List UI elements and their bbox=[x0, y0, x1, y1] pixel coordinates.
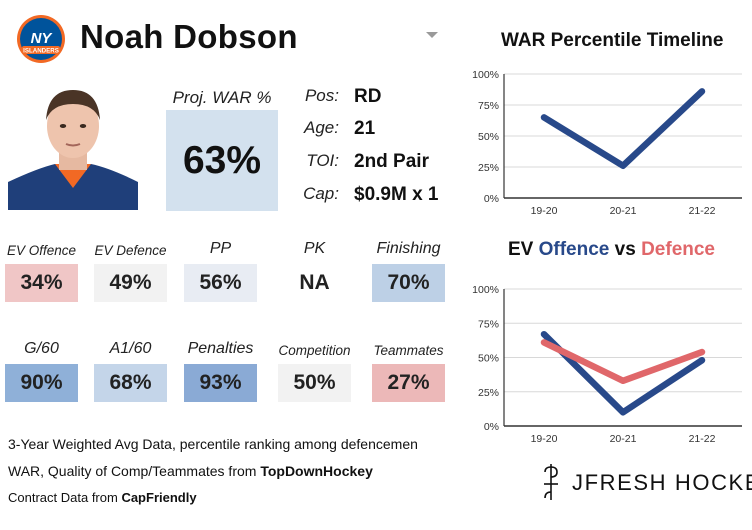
war-percentile-chart: 0% 25% 50% 75% 100% 19-20 20-21 21-22 bbox=[472, 69, 742, 217]
series-line-war bbox=[540, 88, 706, 170]
info-value: 21 bbox=[354, 118, 376, 139]
x-tick-label: 20-21 bbox=[610, 205, 637, 217]
team-logo: NY ISLANDERS bbox=[17, 15, 65, 63]
x-tick-label: 19-20 bbox=[531, 433, 558, 445]
info-cap: Cap: $0.9M x 1 bbox=[296, 184, 466, 210]
title-offence: Offence bbox=[538, 239, 610, 260]
y-tick-label: 100% bbox=[472, 284, 499, 296]
footer-source-link: CapFriendly bbox=[121, 490, 197, 505]
stat-value: 68% bbox=[94, 364, 167, 402]
info-age: Age: 21 bbox=[296, 118, 466, 144]
proj-war-value: 63% bbox=[166, 110, 278, 211]
info-toi: TOI: 2nd Pair bbox=[296, 151, 466, 177]
info-value: $0.9M x 1 bbox=[354, 184, 439, 205]
x-tick-label: 21-22 bbox=[689, 433, 716, 445]
stat-label: Competition bbox=[278, 343, 351, 358]
brand-icon bbox=[544, 464, 558, 500]
footer-war-source: WAR, Quality of Comp/Teammates from TopD… bbox=[8, 463, 373, 479]
y-tick-label: 50% bbox=[478, 353, 499, 365]
player-photo bbox=[8, 78, 138, 210]
y-tick-label: 100% bbox=[472, 69, 499, 81]
stat-value: NA bbox=[278, 264, 351, 302]
player-name: Noah Dobson bbox=[80, 18, 298, 55]
stat-label: EV Offence bbox=[6, 243, 77, 258]
x-tick-label: 21-22 bbox=[689, 205, 716, 217]
team-logo-subtext: ISLANDERS bbox=[23, 48, 59, 55]
stat-label: G/60 bbox=[24, 340, 59, 357]
stat-value: 34% bbox=[5, 264, 78, 302]
stat-value: 27% bbox=[372, 364, 445, 402]
stat-value: 90% bbox=[5, 364, 78, 402]
stat-label: PK bbox=[303, 240, 326, 257]
brand-name: JFRESH HOCKEY bbox=[572, 470, 752, 495]
stat-value: 56% bbox=[184, 264, 257, 302]
stat-label: Finishing bbox=[376, 240, 441, 257]
info-value: 2nd Pair bbox=[354, 151, 429, 172]
y-tick-label: 0% bbox=[484, 193, 499, 205]
footer-source-link: TopDownHockey bbox=[260, 463, 373, 479]
stat-value: 70% bbox=[372, 264, 445, 302]
y-tick-label: 25% bbox=[478, 387, 499, 399]
info-label: TOI: bbox=[306, 151, 339, 170]
info-label: Cap: bbox=[303, 184, 339, 203]
stat-label: Teammates bbox=[373, 343, 444, 358]
stat-value: 49% bbox=[94, 264, 167, 302]
team-logo-text: NY bbox=[31, 30, 54, 47]
stat-value: 93% bbox=[184, 364, 257, 402]
stat-value: 50% bbox=[278, 364, 351, 402]
stat-label: Penalties bbox=[187, 340, 254, 357]
chart-title-ev: EV Offence vs Defence bbox=[508, 239, 715, 261]
title-part: vs bbox=[609, 239, 642, 260]
footer-text: WAR, Quality of Comp/Teammates from bbox=[8, 463, 261, 479]
y-tick-label: 75% bbox=[478, 318, 499, 330]
info-label: Pos: bbox=[304, 86, 339, 105]
x-tick-label: 19-20 bbox=[531, 205, 558, 217]
y-tick-label: 0% bbox=[484, 421, 499, 433]
series-line-defence bbox=[540, 339, 706, 385]
ev-offence-defence-chart: 0% 25% 50% 75% 100% 19-20 20-21 21-22 bbox=[472, 284, 742, 445]
info-value: RD bbox=[354, 86, 382, 107]
info-position: Pos: RD bbox=[296, 86, 466, 112]
title-part: EV bbox=[508, 239, 539, 260]
y-tick-label: 25% bbox=[478, 162, 499, 174]
proj-war-label: Proj. WAR % bbox=[172, 88, 272, 107]
chart-title-war: WAR Percentile Timeline bbox=[501, 30, 724, 51]
footer-note: 3-Year Weighted Avg Data, percentile ran… bbox=[8, 436, 418, 452]
stat-label: A1/60 bbox=[109, 340, 152, 357]
footer-text: Contract Data from bbox=[8, 490, 122, 505]
title-defence: Defence bbox=[641, 239, 715, 260]
x-tick-label: 20-21 bbox=[610, 433, 637, 445]
stat-label: EV Defence bbox=[94, 243, 167, 258]
footer-contract-source: Contract Data from CapFriendly bbox=[8, 490, 197, 505]
y-tick-label: 75% bbox=[478, 100, 499, 112]
stat-label: PP bbox=[209, 240, 232, 257]
info-label: Age: bbox=[304, 118, 339, 137]
series-line-offence bbox=[540, 330, 706, 416]
player-select-chevron-icon[interactable] bbox=[426, 32, 438, 38]
y-tick-label: 50% bbox=[478, 131, 499, 143]
